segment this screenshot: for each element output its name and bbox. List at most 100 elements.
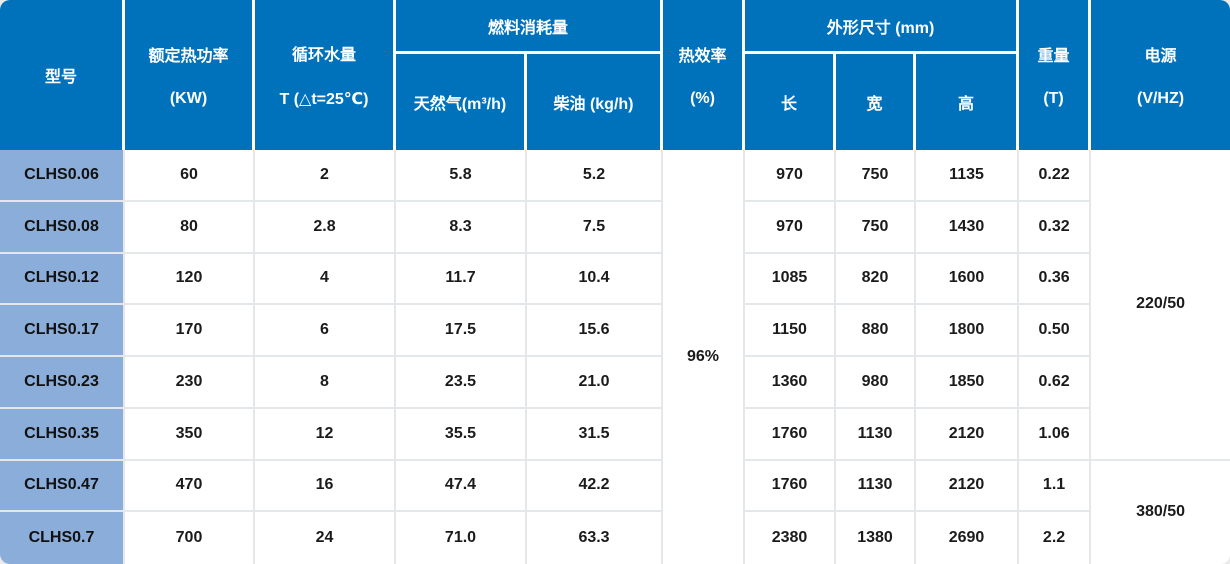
table-body: CLHS0.06 60 2 5.8 5.2 96% 970 750 1135 0.22 220/50… <box>0 150 1230 564</box>
diesel-cell: 15.6 <box>527 305 664 357</box>
rated-power-name: 额定热功率 <box>148 48 229 65</box>
width-cell: 820 <box>836 253 917 306</box>
weight-name: 重量 <box>1037 48 1070 65</box>
length-cell: 1085 <box>745 253 837 306</box>
natural-gas-cell: 17.5 <box>396 305 527 357</box>
col-header-natural-gas: 天然气(m³/h) <box>396 51 527 150</box>
table-row: CLHS0.7 700 24 71.0 63.3 2380 1380 2690 2.2 <box>0 512 1230 564</box>
table-row: CLHS0.08 80 2.8 8.3 7.5 970 750 1430 0.32 <box>0 201 1230 254</box>
rated-power-unit: (KW) <box>169 90 208 107</box>
diesel-cell: 7.5 <box>527 201 664 254</box>
rated-power-cell: 470 <box>125 460 255 513</box>
fuel-consumption-label: 燃料消耗量 <box>488 19 569 37</box>
natural-gas-cell: 5.8 <box>396 150 527 202</box>
width-cell: 1380 <box>836 512 917 564</box>
diesel-cell: 31.5 <box>527 408 664 461</box>
circulating-water-unit: T (△t=25℃) <box>279 91 369 108</box>
height-cell: 2690 <box>916 512 1020 564</box>
circulating-water-name: 循环水量 <box>291 47 356 64</box>
col-header-dimensions: 外形尺寸 (mm) <box>745 0 1020 51</box>
natural-gas-cell: 35.5 <box>396 408 527 461</box>
thermal-efficiency-cell: 96% <box>663 150 746 564</box>
length-cell: 970 <box>745 201 837 254</box>
rated-power-cell: 80 <box>125 201 255 254</box>
height-label: 高 <box>958 96 975 113</box>
height-cell: 1135 <box>916 150 1020 202</box>
diesel-cell: 21.0 <box>527 357 664 409</box>
model-cell: CLHS0.47 <box>0 460 125 513</box>
width-label: 宽 <box>866 96 883 113</box>
length-cell: 970 <box>745 150 837 202</box>
diesel-cell: 63.3 <box>527 512 664 564</box>
table-row: CLHS0.17 170 6 17.5 15.6 1150 880 1800 0.50 <box>0 305 1230 357</box>
water-volume-cell: 6 <box>255 305 396 357</box>
thermal-efficiency-lines: 热效率 (%) <box>663 0 742 150</box>
water-volume-cell: 12 <box>255 408 396 461</box>
length-cell: 1760 <box>745 460 837 513</box>
height-cell: 2120 <box>916 408 1020 461</box>
thermal-efficiency-name: 热效率 <box>678 48 727 65</box>
table-header: 型号 额定热功率 (KW) 循环水量 T (△t=25℃) 燃料消耗量 <box>0 0 1230 150</box>
col-header-fuel-consumption: 燃料消耗量 <box>396 0 664 51</box>
power-supply-cell: 380/50 <box>1091 460 1230 564</box>
width-cell: 880 <box>836 305 917 357</box>
weight-cell: 1.1 <box>1019 460 1092 513</box>
model-cell: CLHS0.7 <box>0 512 125 564</box>
natural-gas-cell: 11.7 <box>396 253 527 306</box>
water-volume-cell: 2.8 <box>255 201 396 254</box>
length-cell: 1760 <box>745 408 837 461</box>
model-cell: CLHS0.06 <box>0 150 125 202</box>
header-row-1: 型号 额定热功率 (KW) 循环水量 T (△t=25℃) 燃料消耗量 <box>0 0 1230 150</box>
header-row-2: 天然气(m³/h) 柴油 (kg/h) 长 宽 高 <box>0 51 1230 150</box>
length-cell: 2380 <box>745 512 837 564</box>
weight-cell: 0.62 <box>1019 357 1092 409</box>
table-row: CLHS0.12 120 4 11.7 10.4 1085 820 1600 0.36 <box>0 253 1230 306</box>
model-cell: CLHS0.23 <box>0 357 125 409</box>
power-supply-cell: 220/50 <box>1091 150 1230 461</box>
weight-cell: 2.2 <box>1019 512 1092 564</box>
power-supply-name: 电源 <box>1144 48 1177 65</box>
col-header-width: 宽 <box>836 51 917 150</box>
diesel-label: 柴油 (kg/h) <box>553 96 634 113</box>
rated-power-cell: 700 <box>125 512 255 564</box>
model-cell: CLHS0.12 <box>0 253 125 306</box>
natural-gas-cell: 47.4 <box>396 460 527 513</box>
col-header-thermal-efficiency: 热效率 (%) <box>663 0 746 150</box>
water-volume-cell: 16 <box>255 460 396 513</box>
rated-power-cell: 230 <box>125 357 255 409</box>
table-row: CLHS0.47 470 16 47.4 42.2 1760 1130 2120 1.1 380/… <box>0 460 1230 564</box>
natural-gas-label: 天然气(m³/h) <box>413 96 507 113</box>
width-cell: 1130 <box>836 460 917 513</box>
col-header-length: 长 <box>745 51 837 150</box>
dimensions-label: 外形尺寸 (mm) <box>826 19 935 37</box>
col-header-rated-power: 额定热功率 (KW) <box>125 0 255 150</box>
rated-power-cell: 170 <box>125 305 255 357</box>
natural-gas-cell: 71.0 <box>396 512 527 564</box>
col-header-model-label: 型号 <box>44 69 77 86</box>
weight-cell: 0.36 <box>1019 253 1092 306</box>
col-header-power-supply: 电源 (V/HZ) <box>1091 0 1230 150</box>
natural-gas-cell: 23.5 <box>396 357 527 409</box>
table-row: CLHS0.35 350 12 35.5 31.5 1760 1130 2120 1.06 <box>0 408 1230 461</box>
height-cell: 1600 <box>916 253 1020 306</box>
model-cell: CLHS0.17 <box>0 305 125 357</box>
height-cell: 1430 <box>916 201 1020 254</box>
width-cell: 1130 <box>836 408 917 461</box>
height-cell: 2120 <box>916 460 1020 513</box>
length-label: 长 <box>781 96 798 113</box>
weight-cell: 0.32 <box>1019 201 1092 254</box>
water-volume-cell: 4 <box>255 253 396 306</box>
water-volume-cell: 8 <box>255 357 396 409</box>
weight-cell: 0.50 <box>1019 305 1092 357</box>
weight-lines: 重量 (T) <box>1019 0 1088 150</box>
length-cell: 1150 <box>745 305 837 357</box>
col-header-circulating-water: 循环水量 T (△t=25℃) <box>255 0 396 150</box>
col-header-height: 高 <box>916 51 1020 150</box>
weight-unit: (T) <box>1043 90 1064 107</box>
rated-power-lines: 额定热功率 (KW) <box>125 0 252 150</box>
table-row: CLHS0.06 60 2 5.8 5.2 96% 970 750 1135 0.22 220/50 <box>0 150 1230 564</box>
rated-power-cell: 60 <box>125 150 255 202</box>
power-supply-unit: (V/HZ) <box>1136 90 1185 107</box>
height-cell: 1850 <box>916 357 1020 409</box>
